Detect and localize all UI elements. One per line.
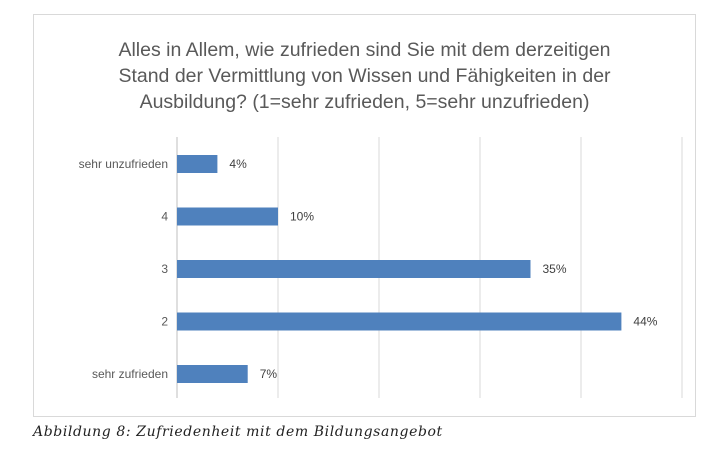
category-label: 3: [161, 262, 168, 276]
bar: [177, 312, 622, 331]
bar-chart: sehr unzufrieden 4% 4 10% 3 35% 2 44% sehr zufri…: [79, 137, 683, 398]
data-label: 7%: [260, 367, 278, 381]
grid-lines: [176, 137, 683, 398]
bar: [177, 155, 218, 173]
bar: [177, 207, 278, 226]
data-label: 10%: [290, 210, 314, 224]
labels: sehr unzufrieden 4% 4 10% 3 35% 2 44% sehr zufri…: [79, 157, 658, 381]
bar: [177, 365, 248, 383]
bars: [177, 155, 622, 383]
data-label: 44%: [633, 315, 657, 329]
category-label: sehr zufrieden: [92, 367, 168, 381]
category-label: 4: [161, 210, 168, 224]
data-label: 4%: [229, 157, 247, 171]
chart-title: Alles in Allem, wie zufrieden sind Sie m…: [118, 39, 611, 113]
chart-frame: Alles in Allem, wie zufrieden sind Sie m…: [33, 14, 696, 417]
category-label: 2: [161, 315, 168, 329]
bar: [177, 260, 531, 278]
data-label: 35%: [543, 262, 567, 276]
category-label: sehr unzufrieden: [79, 157, 168, 171]
figure-caption: Abbildung 8: Zufriedenheit mit dem Bildu…: [33, 424, 443, 440]
